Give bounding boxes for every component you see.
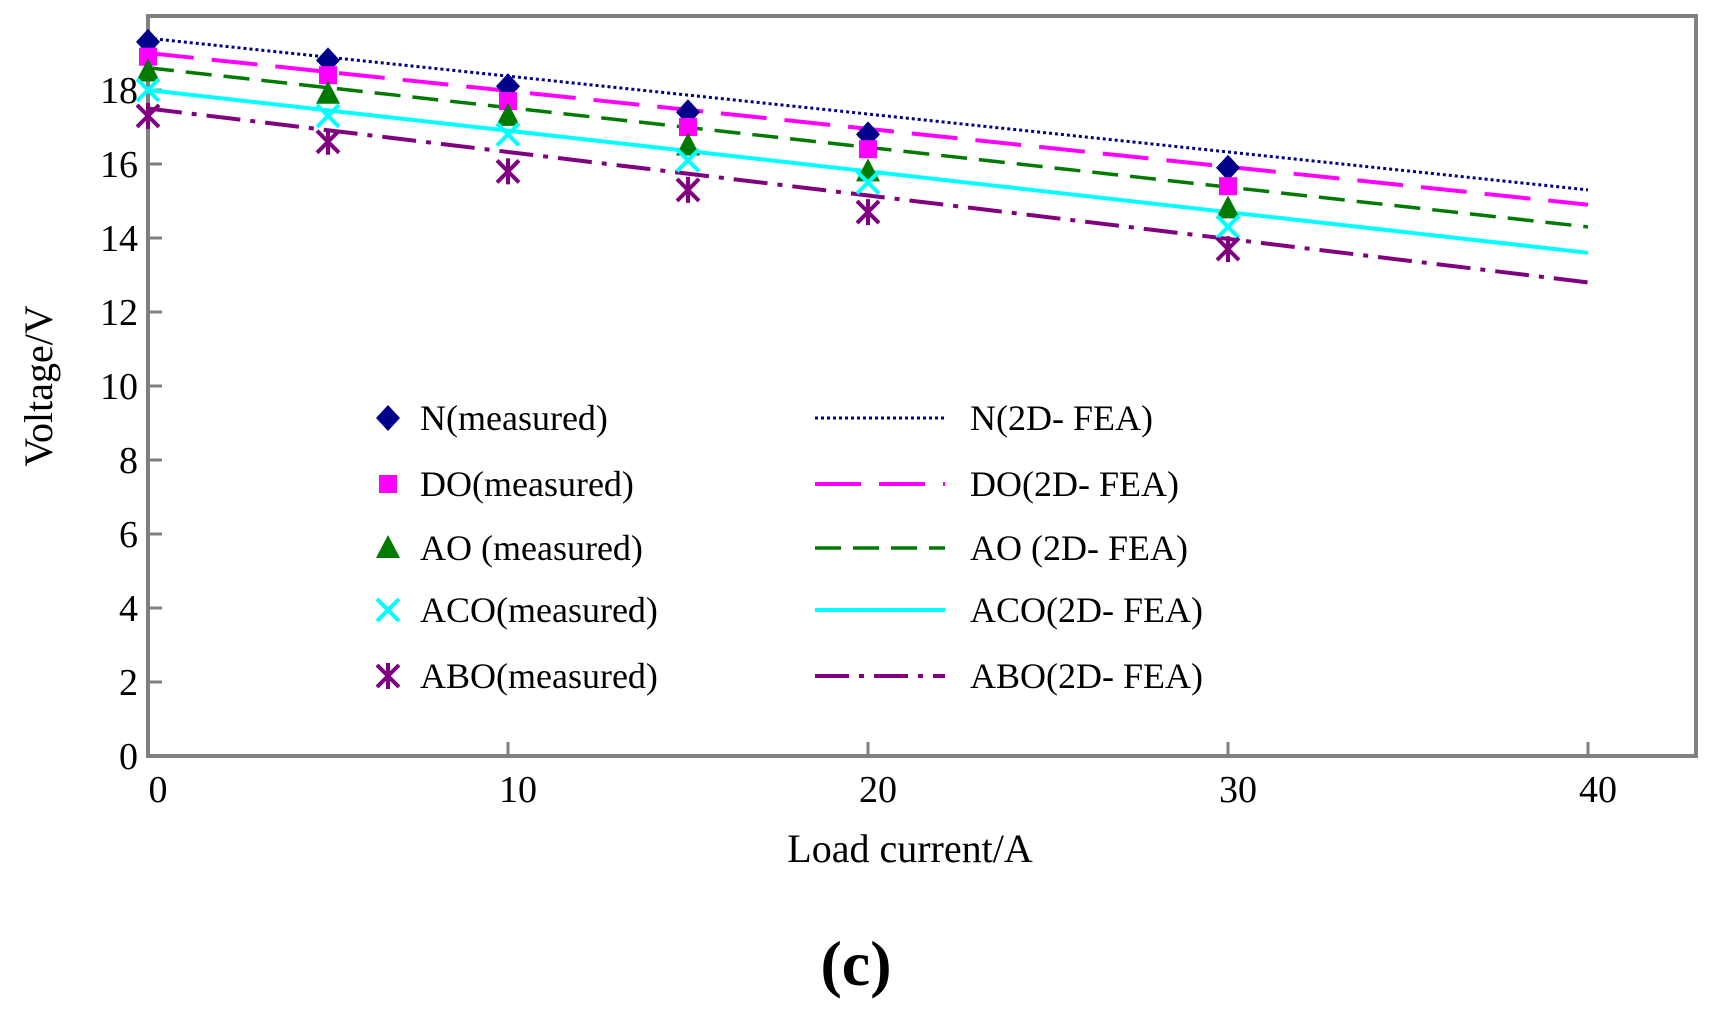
y-tick-label: 0 bbox=[119, 736, 138, 778]
x-axis-label: Load current/A bbox=[787, 826, 1033, 871]
legend-label: ACO(measured) bbox=[420, 590, 658, 630]
data-point bbox=[315, 128, 341, 155]
data-point bbox=[855, 199, 881, 226]
x-tick-label: 10 bbox=[499, 769, 537, 811]
data-point bbox=[1215, 214, 1241, 240]
data-point bbox=[1216, 195, 1240, 219]
legend-marker bbox=[376, 405, 400, 431]
y-tick-label: 12 bbox=[100, 292, 138, 334]
data-point bbox=[676, 132, 700, 156]
legend: N(measured) DO(measured) AO (measured) ACO(… bbox=[375, 398, 1203, 696]
y-axis-label: Voltage/V bbox=[16, 305, 61, 467]
measured-markers bbox=[135, 28, 1241, 263]
data-point bbox=[859, 140, 877, 159]
data-point bbox=[135, 77, 161, 103]
panel-label: (c) bbox=[820, 928, 891, 999]
data-point bbox=[499, 92, 517, 111]
x-tick-label: 40 bbox=[1579, 769, 1617, 811]
y-tick-label: 6 bbox=[119, 514, 138, 556]
y-axis-ticks: 0 2 4 6 8 10 12 14 16 18 bbox=[100, 70, 162, 778]
legend-label: ABO(measured) bbox=[420, 656, 658, 696]
legend-marker bbox=[376, 535, 400, 558]
x-tick-label: 20 bbox=[859, 769, 897, 811]
plot-frame bbox=[146, 14, 1698, 758]
data-point bbox=[496, 102, 520, 126]
legend-marker bbox=[375, 597, 401, 623]
data-point bbox=[855, 170, 881, 195]
legend-label: AO (measured) bbox=[420, 528, 643, 568]
y-tick-label: 2 bbox=[119, 662, 138, 704]
legend-marker bbox=[379, 475, 397, 493]
data-point bbox=[1215, 236, 1241, 263]
y-tick-label: 14 bbox=[100, 218, 138, 260]
data-point bbox=[139, 47, 157, 66]
y-tick-label: 16 bbox=[100, 144, 138, 186]
x-axis-ticks: 0 10 20 30 40 bbox=[146, 742, 1617, 811]
legend-label: ACO(2D- FEA) bbox=[970, 590, 1203, 630]
fea-line bbox=[147, 106, 1589, 285]
y-tick-label: 8 bbox=[119, 440, 138, 482]
legend-label: AO (2D- FEA) bbox=[970, 528, 1188, 568]
legend-label: DO(2D- FEA) bbox=[970, 464, 1179, 504]
y-tick-label: 10 bbox=[100, 366, 138, 408]
data-point bbox=[675, 176, 701, 203]
legend-label: N(2D- FEA) bbox=[970, 398, 1153, 438]
data-point bbox=[315, 103, 341, 129]
x-tick-label: 0 bbox=[149, 769, 168, 811]
data-point bbox=[495, 121, 521, 147]
y-tick-label: 4 bbox=[119, 588, 138, 630]
data-point bbox=[1219, 177, 1237, 196]
data-point bbox=[319, 66, 337, 85]
data-point bbox=[679, 118, 697, 136]
data-point bbox=[1216, 154, 1240, 181]
legend-marker bbox=[375, 663, 401, 689]
data-point bbox=[495, 158, 521, 185]
data-point bbox=[135, 102, 161, 129]
data-point bbox=[675, 147, 701, 173]
y-tick-label: 18 bbox=[100, 70, 138, 112]
x-tick-label: 30 bbox=[1219, 769, 1257, 811]
data-point bbox=[136, 58, 160, 82]
fea-line bbox=[147, 36, 1589, 192]
data-point bbox=[316, 80, 340, 104]
legend-label: DO(measured) bbox=[420, 464, 634, 504]
legend-label: N(measured) bbox=[420, 398, 608, 438]
legend-label: ABO(2D- FEA) bbox=[970, 656, 1203, 696]
